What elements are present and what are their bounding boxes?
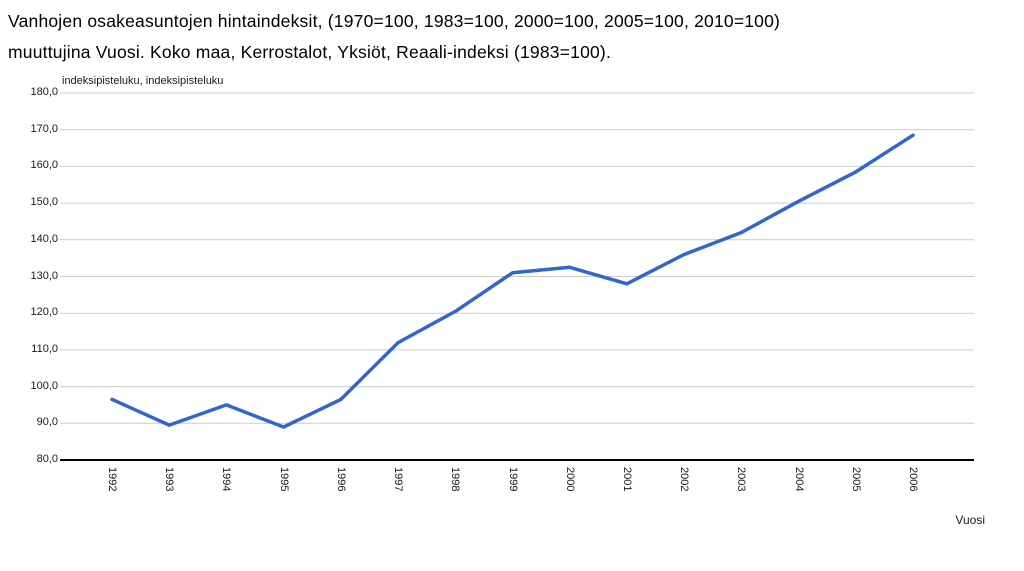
x-axis-tick-label: 1999 [506, 467, 519, 492]
y-axis-tick-label: 110,0 [31, 342, 58, 355]
x-axis-tick-label: 2005 [849, 467, 862, 492]
x-axis-tick-label: 2002 [678, 467, 691, 492]
chart-title-line1: Vanhojen osakeasuntojen hintaindeksit, (… [8, 11, 781, 31]
x-axis-tick-label: 1993 [163, 467, 176, 492]
x-axis-tick-label: 1997 [392, 467, 405, 492]
y-axis-tick-label: 180,0 [30, 86, 58, 98]
y-axis-tick-label: 90,0 [36, 416, 58, 429]
y-axis-tick-label: 160,0 [30, 159, 58, 172]
x-axis-tick-label: 2003 [735, 467, 748, 492]
y-axis-tick-label: 120,0 [30, 306, 58, 319]
x-axis-tick-label: 2006 [907, 467, 919, 492]
y-axis-tick-label: 130,0 [30, 269, 58, 282]
x-axis-tick-label: 1994 [220, 467, 233, 492]
x-axis-tick-label: 2001 [620, 467, 633, 492]
y-axis-tick-label: 100,0 [30, 379, 58, 392]
x-axis-tick-label: 1998 [449, 467, 462, 492]
y-axis-tick-label: 80,0 [36, 453, 58, 465]
y-axis-tick-label: 170,0 [30, 122, 58, 135]
x-axis-tick-label: 1995 [277, 467, 290, 492]
chart-title-line2: muuttujina Vuosi. Koko maa, Kerrostalot,… [8, 42, 612, 62]
x-axis-tick-label: 1996 [334, 467, 347, 492]
data-line-series [110, 133, 915, 429]
y-axis-tick-label: 140,0 [30, 232, 58, 245]
chart-title: Vanhojen osakeasuntojen hintaindeksit, (… [8, 6, 998, 68]
y-axis-tick-label: 150,0 [30, 196, 58, 209]
x-axis-tick-label: 2000 [563, 467, 576, 492]
x-axis-tick-label: 2004 [792, 467, 805, 492]
y-axis-unit-label: indeksipisteluku, indeksipisteluku [62, 75, 224, 87]
x-axis-tick-label: 1992 [106, 467, 118, 492]
x-axis-title: Vuosi [955, 513, 985, 527]
